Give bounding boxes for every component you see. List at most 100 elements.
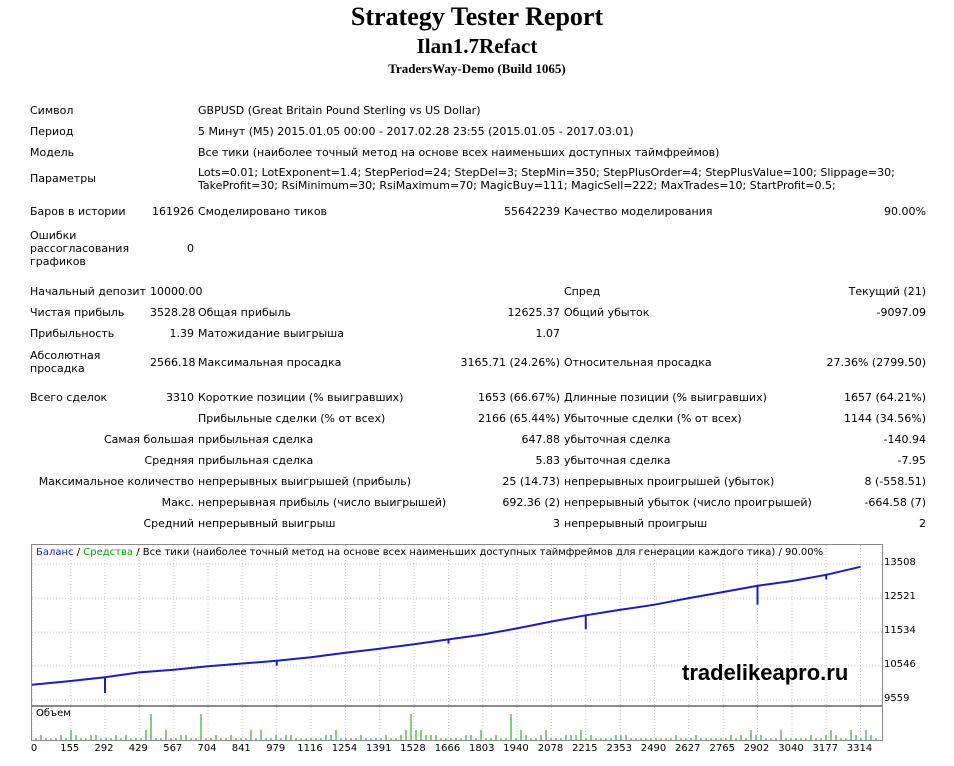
volume-chart — [31, 706, 883, 741]
spread-value: Текущий (21) — [848, 285, 926, 298]
avg-profit-value: 5.83 — [535, 454, 561, 467]
net-value: 3528.28 — [150, 306, 196, 319]
maxcount-wins-label: непрерывных выигрышей (прибыль) — [198, 475, 412, 488]
bars-label: Баров в истории — [30, 205, 126, 218]
pf-value: 1.39 — [169, 327, 195, 340]
legend-equity: Средства — [83, 547, 134, 558]
x-tick-label: 704 — [197, 743, 217, 754]
params-line-1: Lots=0.01; LotExponent=1.4; StepPeriod=2… — [198, 165, 895, 179]
legend-sep-1: / — [73, 547, 84, 558]
volume-chart-svg — [31, 707, 877, 740]
x-tick-label: 1940 — [503, 743, 529, 754]
deposit-value: 10000.00 — [150, 285, 203, 298]
total-label: Всего сделок — [30, 391, 108, 404]
largest-profit-value: 647.88 — [521, 433, 561, 446]
avg-loss-label: убыточная сделка — [564, 454, 671, 467]
x-tick-label: 3177 — [812, 743, 838, 754]
profit-trades-label: Прибыльные сделки (% от всех) — [198, 412, 386, 425]
x-tick-label: 841 — [231, 743, 251, 754]
avgcons-label: Средний — [143, 517, 194, 530]
gross-profit-label: Общая прибыль — [198, 306, 291, 319]
row-deposit: Начальный депозит 10000.00 Спред Текущий… — [28, 281, 928, 302]
row-maxcount: Максимальное количество непрерывных выиг… — [28, 471, 928, 492]
x-tick-label: 1254 — [331, 743, 358, 754]
y-tick-label: 11534 — [884, 625, 916, 637]
long-value: 1657 (64.21%) — [843, 391, 926, 404]
row-symbol: Символ GBPUSD (Great Britain Pound Sterl… — [28, 100, 928, 121]
largest-label: Самая большая — [103, 433, 194, 446]
y-tick-label: 12521 — [884, 591, 916, 603]
x-tick-label: 2765 — [709, 743, 735, 754]
avgcons-losses-label: непрерывный проигрыш — [564, 517, 708, 530]
expert-name: Ilan1.7Refact — [416, 34, 538, 58]
chart-legend: Баланс / Средства / Все тики (наиболее т… — [36, 547, 823, 558]
server-build: TradersWay-Demo (Build 1065) — [388, 61, 566, 76]
symbol-label: Символ — [30, 104, 74, 117]
long-label: Длинные позиции (% выигравших) — [564, 391, 767, 404]
quality-label: Качество моделирования — [564, 205, 713, 218]
avgcons-wins-label: непрерывный выигрыш — [198, 517, 336, 530]
chart-grid — [31, 545, 882, 705]
abs-dd-value: 2566.18 — [150, 355, 196, 369]
x-tick-label: 429 — [128, 743, 148, 754]
deposit-label: Начальный депозит — [30, 285, 146, 298]
legend-description: Все тики (наиболее точный метод на основ… — [142, 547, 824, 558]
x-tick-label: 292 — [94, 743, 114, 754]
short-value: 1653 (66.67%) — [477, 391, 560, 404]
report-table: Символ GBPUSD (Great Britain Pound Sterl… — [28, 100, 928, 534]
abs-dd-label: Абсолютная просадка — [30, 349, 101, 375]
symbol-value: GBPUSD (Great Britain Pound Sterling vs … — [198, 104, 481, 117]
row-bars: Баров в истории 161926 Смоделировано тик… — [28, 201, 928, 222]
short-label: Короткие позиции (% выигравших) — [198, 391, 404, 404]
x-tick-label: 1528 — [400, 743, 426, 754]
row-model: Модель Все тики (наиболее точный метод н… — [28, 142, 928, 163]
legend-balance: Баланс — [36, 547, 74, 558]
row-avgcons: Средний непрерывный выигрыш 3 непрерывны… — [28, 513, 928, 534]
period-value: 5 Минут (M5) 2015.01.05 00:00 - 2017.02.… — [198, 125, 634, 138]
model-value: Все тики (наиболее точный метод на основ… — [198, 146, 720, 159]
gross-loss-value: -9097.09 — [876, 306, 926, 319]
row-pf: Прибыльность 1.39 Матожидание выигрыша 1… — [28, 323, 928, 344]
row-params: Параметры Lots=0.01; LotExponent=1.4; St… — [28, 163, 928, 194]
avg-profit-label: прибыльная сделка — [198, 454, 314, 467]
maxcount-wins-value: 25 (14.73) — [502, 475, 560, 488]
total-value: 3310 — [166, 391, 194, 404]
x-tick-label: 567 — [163, 743, 183, 754]
payoff-value: 1.07 — [535, 327, 561, 340]
errors-value: 0 — [187, 241, 194, 255]
watermark: tradelikeapro.ru — [682, 660, 849, 685]
row-drawdown: Абсолютная просадка 2566.18 Максимальная… — [28, 344, 928, 380]
x-tick-label: 0 — [30, 743, 38, 754]
maxprofit-losses-value: -664.58 (7) — [864, 496, 926, 509]
loss-trades-label: Убыточные сделки (% от всех) — [564, 412, 742, 425]
x-tick-label: 1391 — [366, 743, 392, 754]
row-total: Всего сделок 3310 Короткие позиции (% вы… — [28, 387, 928, 408]
x-tick-label: 2215 — [572, 743, 598, 754]
ticks-label: Смоделировано тиков — [198, 205, 328, 218]
avgcons-wins-value: 3 — [553, 517, 560, 530]
maxprofit-wins-value: 692.36 (2) — [502, 496, 560, 509]
rel-dd-label: Относительная просадка — [564, 355, 712, 369]
x-tick-label: 1803 — [469, 743, 495, 754]
max-dd-value: 3165.71 (24.26%) — [460, 355, 560, 369]
balance-chart-svg — [31, 545, 882, 705]
ticks-value: 55642239 — [504, 205, 560, 218]
y-tick-label: 13508 — [884, 557, 916, 569]
row-trades: Прибыльные сделки (% от всех) 2166 (65.4… — [28, 408, 928, 429]
largest-profit-label: прибыльная сделка — [198, 433, 314, 446]
row-net: Чистая прибыль 3528.28 Общая прибыль 126… — [28, 302, 928, 323]
quality-value: 90.00% — [884, 205, 926, 218]
maxcount-label: Максимальное количество — [38, 475, 194, 488]
largest-loss-value: -140.94 — [883, 433, 926, 446]
row-maxprofit: Макс. непрерывная прибыль (число выигрыш… — [28, 492, 928, 513]
avg-label: Средняя — [144, 454, 194, 467]
row-errors: Ошибки рассогласования графиков 0 — [28, 222, 928, 274]
volume-label: Объем — [36, 708, 71, 719]
volume-grid — [31, 707, 861, 740]
params-label: Параметры — [30, 172, 96, 185]
report-title: Strategy Tester Report — [350, 2, 604, 31]
net-label: Чистая прибыль — [30, 306, 125, 319]
maxprofit-losses-label: непрерывный убыток (число проигрышей) — [564, 496, 812, 509]
x-tick-label: 1666 — [434, 743, 461, 754]
profit-trades-value: 2166 (65.44%) — [477, 412, 560, 425]
